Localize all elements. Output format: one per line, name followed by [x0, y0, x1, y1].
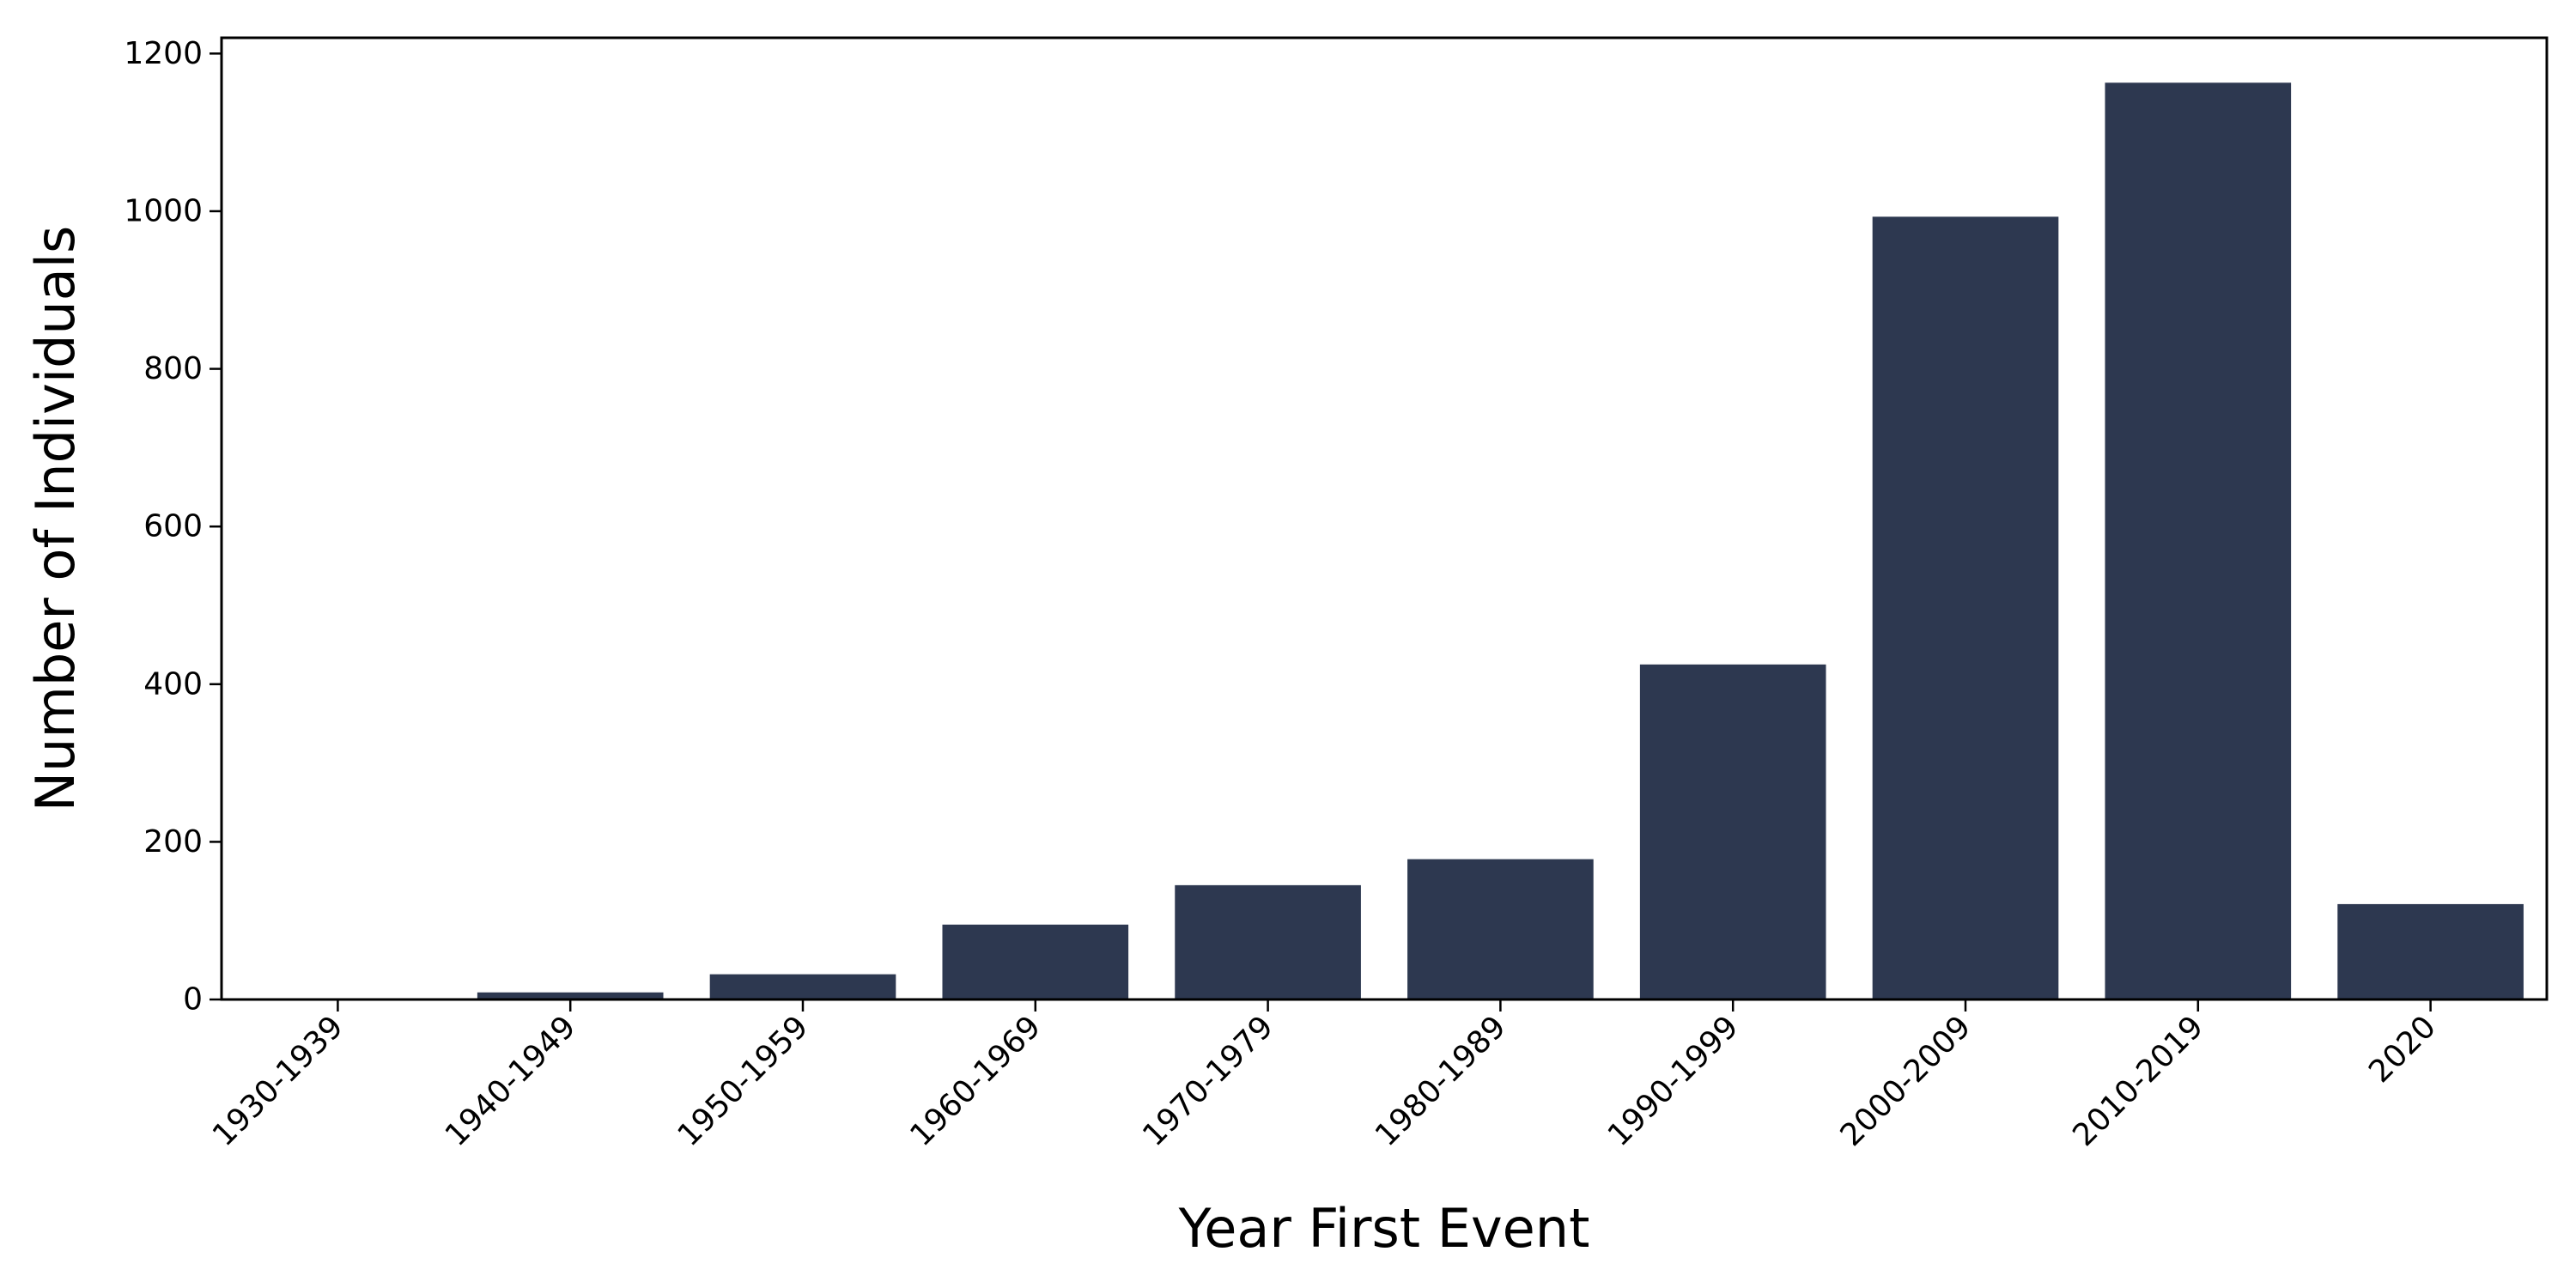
x-tick-label: 1990-1999: [1601, 1009, 1746, 1153]
x-tick-label: 1950-1959: [671, 1009, 816, 1153]
bar-2020: [2337, 903, 2524, 999]
x-tick-label: 2010-2019: [2066, 1009, 2210, 1153]
x-tick-label: 1970-1979: [1136, 1009, 1280, 1153]
x-tick-label: 1930-1939: [206, 1009, 350, 1153]
y-axis: 0 200 400 600 800 1000 1200: [124, 36, 222, 1018]
x-tick-label: 2020: [2362, 1009, 2443, 1090]
y-tick-label: 800: [143, 351, 203, 386]
plot-frame: [220, 36, 2549, 1001]
x-tick-label: 1940-1949: [439, 1009, 583, 1153]
x-tick-label: 1960-1969: [903, 1009, 1048, 1153]
bar-1960-1969: [942, 924, 1129, 999]
y-tick-label: 400: [143, 666, 203, 702]
y-tick-label: 1000: [124, 193, 203, 228]
y-axis-title: Number of Individuals: [24, 226, 87, 811]
bar-1950-1959: [709, 974, 896, 999]
x-axis-title: Year First Event: [1178, 1197, 1590, 1260]
bars-layer: [245, 82, 2524, 1000]
y-tick-label: 0: [183, 982, 203, 1018]
x-tick-label: 1980-1989: [1369, 1009, 1513, 1153]
x-axis: 1930-1939 1940-1949 1950-1959 1960-1969 1970…: [206, 999, 2443, 1153]
bar-2010-2019: [2105, 82, 2292, 999]
bar-2000-2009: [1872, 216, 2059, 1000]
bar-1940-1949: [477, 992, 664, 999]
bar-1990-1999: [1639, 664, 1826, 999]
bar-1970-1979: [1175, 884, 1361, 999]
bar-1980-1989: [1407, 859, 1594, 999]
y-tick-label: 600: [143, 509, 203, 544]
x-tick-label: 2000-2009: [1834, 1009, 1978, 1153]
y-tick-label: 200: [143, 824, 203, 860]
y-tick-label: 1200: [124, 36, 203, 71]
